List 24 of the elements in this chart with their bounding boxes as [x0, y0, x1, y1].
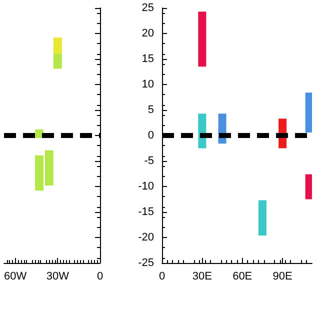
x-tick-label: 0: [96, 270, 104, 282]
y-tick-label: -20: [138, 232, 154, 244]
y-tick-label: 0: [148, 130, 154, 142]
y-tick-label: 15: [142, 53, 154, 65]
y-tick-label: 25: [142, 2, 154, 14]
bar: [258, 200, 266, 236]
bar: [305, 174, 312, 200]
y-tick-label: -15: [138, 206, 154, 218]
bar: [305, 92, 312, 132]
y-tick-label: -5: [144, 155, 154, 167]
x-tick-label: 60W: [4, 270, 28, 282]
y-tick-label: 10: [142, 78, 154, 90]
x-tick-label: 60E: [232, 270, 252, 282]
y-tick-label: 20: [142, 28, 154, 40]
x-tick-label: 0: [158, 270, 166, 282]
bar: [53, 54, 62, 69]
y-tick-label: 5: [148, 104, 154, 116]
x-tick-label: 30E: [192, 270, 212, 282]
x-tick-label: 90E: [272, 270, 292, 282]
y-tick-label: -10: [138, 180, 154, 192]
y-tick-label: -25: [138, 257, 154, 269]
bar: [198, 12, 206, 67]
bar: [53, 38, 62, 54]
x-tick-label: 30W: [46, 270, 70, 282]
